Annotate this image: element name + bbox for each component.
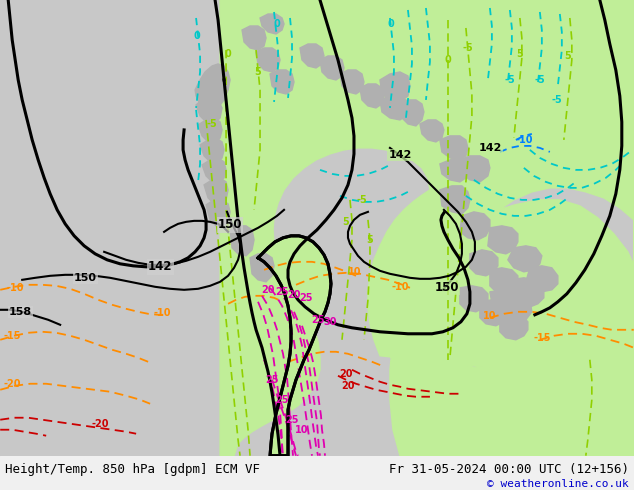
Polygon shape [196,96,222,124]
Text: 0: 0 [224,49,231,59]
Text: 10: 10 [348,267,362,277]
Polygon shape [508,278,544,308]
Text: 150: 150 [218,219,242,231]
Text: -20: -20 [3,379,21,389]
Text: 150: 150 [74,273,96,283]
Text: 0: 0 [194,31,200,41]
Polygon shape [490,290,532,324]
Text: -10: -10 [6,283,24,293]
Polygon shape [250,254,274,282]
Text: -5: -5 [463,43,473,53]
Text: 10: 10 [295,425,309,435]
Text: -5: -5 [505,75,515,85]
Polygon shape [470,250,498,276]
Polygon shape [380,72,410,102]
Text: © weatheronline.co.uk: © weatheronline.co.uk [488,479,629,489]
Polygon shape [270,70,294,94]
Polygon shape [195,64,230,112]
Text: 25: 25 [285,415,299,425]
Polygon shape [220,0,634,456]
Text: Fr 31-05-2024 00:00 UTC (12+156): Fr 31-05-2024 00:00 UTC (12+156) [389,464,629,476]
Text: 158: 158 [9,307,32,317]
Text: 25: 25 [311,315,325,325]
Polygon shape [198,118,222,144]
Text: 20: 20 [261,285,275,295]
Polygon shape [460,286,488,312]
Polygon shape [488,226,518,254]
Text: -20: -20 [91,419,109,429]
Polygon shape [400,100,424,126]
Text: 25: 25 [275,287,288,297]
Polygon shape [526,266,558,292]
Text: -5: -5 [207,119,217,129]
Polygon shape [200,138,224,164]
Polygon shape [440,158,468,182]
Text: 142: 142 [478,143,501,153]
Polygon shape [242,26,266,50]
Polygon shape [460,156,490,182]
Polygon shape [204,178,228,206]
Text: 150: 150 [435,281,459,294]
Polygon shape [340,70,364,94]
Text: 142: 142 [148,260,172,273]
Polygon shape [360,84,384,108]
Text: 10: 10 [483,311,496,321]
Polygon shape [460,212,490,240]
Polygon shape [320,56,344,80]
Polygon shape [500,314,528,340]
Text: 25: 25 [275,395,288,405]
Text: -10: -10 [153,308,171,318]
Text: -5: -5 [534,75,545,85]
Text: -10: -10 [391,282,409,292]
Text: 0: 0 [387,19,394,29]
Polygon shape [480,300,508,326]
Text: -15: -15 [3,331,21,341]
Polygon shape [260,14,284,34]
Text: Height/Temp. 850 hPa [gdpm] ECM VF: Height/Temp. 850 hPa [gdpm] ECM VF [5,464,260,476]
Text: 20: 20 [287,290,301,300]
Text: -15: -15 [533,333,550,343]
Text: 30: 30 [323,317,337,327]
Text: 5: 5 [342,217,349,227]
Polygon shape [380,96,408,120]
Text: 20: 20 [341,381,355,391]
Text: 25: 25 [299,293,313,303]
Text: 5: 5 [517,49,523,59]
Polygon shape [202,158,226,184]
Polygon shape [300,44,324,68]
Text: 5: 5 [366,235,373,245]
Text: -5: -5 [552,95,562,105]
Text: 20: 20 [339,369,353,379]
Text: 25: 25 [265,375,279,385]
Text: 142: 142 [388,150,411,160]
Polygon shape [420,120,444,142]
Text: -5: -5 [356,195,367,205]
Polygon shape [206,200,230,228]
Polygon shape [256,48,280,72]
Polygon shape [508,246,542,272]
Polygon shape [440,136,468,160]
Text: 0: 0 [444,55,451,65]
Polygon shape [230,226,254,256]
Text: 5: 5 [255,67,261,77]
Polygon shape [490,268,518,294]
Text: 5: 5 [564,51,571,61]
Text: 0: 0 [274,19,280,29]
Text: -10: -10 [515,135,533,145]
Polygon shape [258,236,331,456]
Polygon shape [440,186,470,214]
